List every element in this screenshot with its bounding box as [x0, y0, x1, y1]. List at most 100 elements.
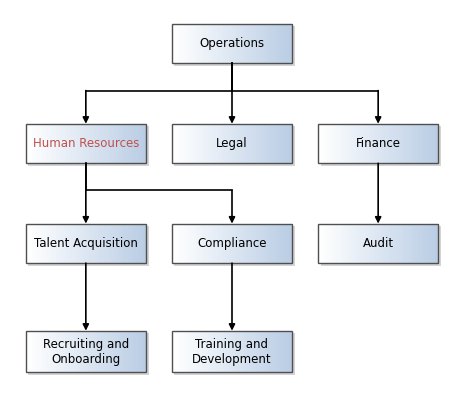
Bar	[199, 124, 202, 163]
Bar	[80, 224, 83, 263]
Bar	[95, 124, 98, 163]
Bar	[140, 224, 143, 263]
Bar	[46, 331, 50, 372]
Text: Talent Acquisition: Talent Acquisition	[34, 237, 138, 250]
Bar	[213, 24, 217, 63]
Bar	[347, 224, 350, 263]
Bar	[425, 124, 429, 163]
Bar	[323, 224, 326, 263]
Bar	[29, 124, 31, 163]
Bar	[280, 331, 283, 372]
Bar	[113, 331, 116, 372]
Bar	[64, 124, 68, 163]
Bar	[74, 224, 77, 263]
Bar	[326, 224, 329, 263]
Bar	[210, 24, 214, 63]
Bar	[338, 124, 342, 163]
Bar	[250, 331, 253, 372]
Bar	[282, 331, 286, 372]
Bar	[417, 224, 419, 263]
Bar	[213, 331, 217, 372]
Bar	[82, 331, 86, 372]
Bar	[238, 24, 241, 63]
Bar	[50, 331, 53, 372]
Bar	[225, 224, 229, 263]
Bar	[369, 224, 372, 263]
Bar	[223, 331, 226, 372]
Bar	[219, 224, 223, 263]
Bar	[110, 224, 113, 263]
Bar	[317, 124, 438, 163]
Bar	[407, 224, 411, 263]
Bar	[201, 124, 205, 163]
Bar	[56, 224, 59, 263]
Bar	[268, 24, 271, 63]
Bar	[116, 331, 119, 372]
Bar	[289, 224, 292, 263]
Bar	[46, 124, 50, 163]
Bar	[80, 124, 83, 163]
Bar	[244, 224, 247, 263]
Bar	[332, 124, 335, 163]
Bar	[104, 331, 107, 372]
Bar	[171, 124, 292, 163]
Bar	[177, 124, 181, 163]
Bar	[241, 224, 244, 263]
Bar	[29, 331, 31, 372]
Bar	[253, 124, 256, 163]
Text: Legal: Legal	[216, 137, 247, 150]
Bar	[189, 224, 193, 263]
Bar	[341, 224, 344, 263]
Bar	[326, 124, 329, 163]
Bar	[171, 24, 292, 63]
Bar	[253, 24, 256, 63]
Bar	[210, 124, 214, 163]
Bar	[193, 24, 195, 63]
Bar	[238, 124, 241, 163]
Bar	[58, 224, 62, 263]
Bar	[89, 224, 92, 263]
Bar	[238, 331, 241, 372]
Bar	[374, 124, 378, 163]
Bar	[268, 331, 271, 372]
Bar	[417, 124, 419, 163]
Bar	[241, 331, 244, 372]
Bar	[62, 331, 65, 372]
Bar	[174, 124, 178, 163]
Bar	[265, 224, 268, 263]
Bar	[52, 224, 56, 263]
Bar	[34, 124, 38, 163]
Text: Human Resources: Human Resources	[32, 137, 139, 150]
Bar	[244, 124, 247, 163]
Bar	[34, 224, 38, 263]
Bar	[238, 224, 241, 263]
Bar	[405, 124, 407, 163]
Bar	[171, 331, 292, 372]
Bar	[362, 224, 366, 263]
Bar	[181, 224, 183, 263]
Bar	[234, 124, 238, 163]
Bar	[223, 124, 226, 163]
Bar	[174, 224, 178, 263]
Bar	[383, 124, 387, 163]
Bar	[234, 24, 238, 63]
Bar	[86, 124, 89, 163]
Text: Operations: Operations	[199, 37, 264, 50]
Bar	[31, 331, 35, 372]
Bar	[113, 124, 116, 163]
Bar	[110, 124, 113, 163]
Bar	[122, 124, 125, 163]
Bar	[422, 124, 425, 163]
Bar	[338, 224, 342, 263]
Bar	[70, 124, 74, 163]
Bar	[128, 331, 131, 372]
Bar	[282, 224, 286, 263]
Bar	[434, 224, 438, 263]
Bar	[344, 124, 347, 163]
Bar	[195, 331, 199, 372]
Bar	[335, 224, 338, 263]
Bar	[171, 124, 175, 163]
Bar	[193, 124, 195, 163]
Bar	[223, 224, 226, 263]
Bar	[282, 24, 286, 63]
